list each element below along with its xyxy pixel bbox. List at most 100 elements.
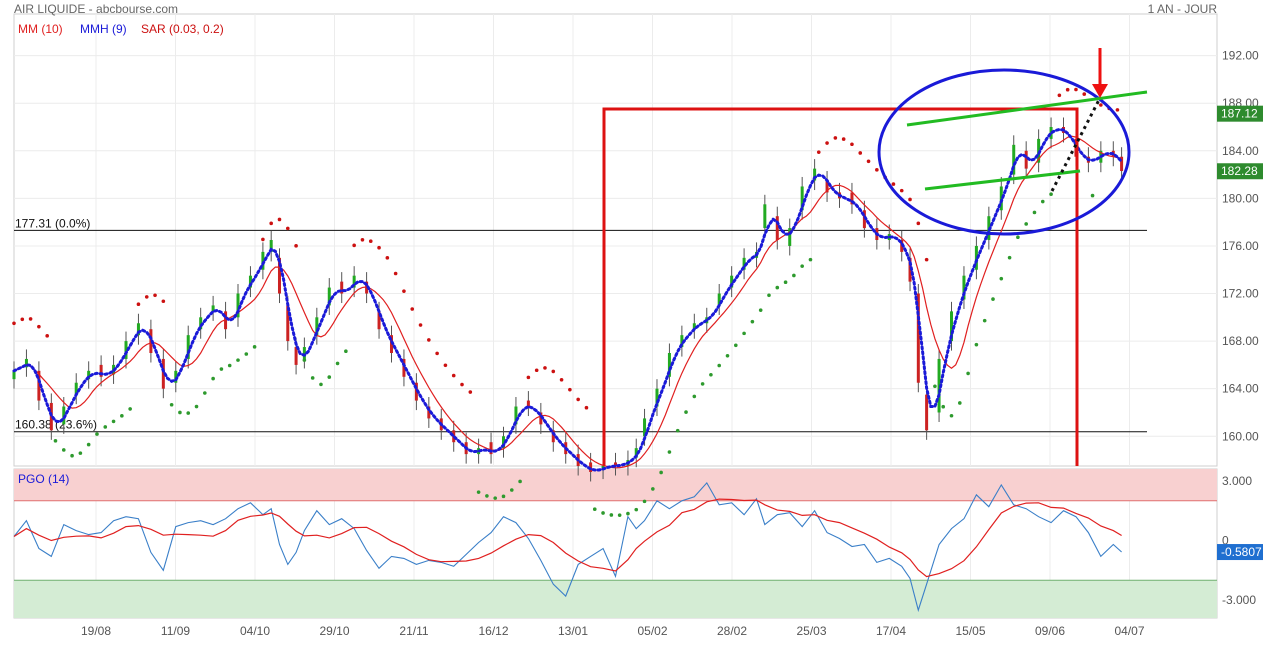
sar-dot <box>368 239 373 243</box>
sar-dot <box>924 257 929 262</box>
y-tick-label: 180.00 <box>1222 191 1259 205</box>
sar-dot <box>916 221 921 226</box>
candle-body <box>248 275 252 288</box>
price-tag-label: 182.28 <box>1221 164 1258 178</box>
sar-dot <box>800 264 804 268</box>
legend-sar: SAR (0.03, 0.2) <box>141 22 224 36</box>
sar-dot <box>377 245 381 250</box>
sar-dot <box>219 367 224 371</box>
sar-dot <box>360 238 365 242</box>
sar-dot <box>1090 193 1095 198</box>
candle-body <box>352 275 356 288</box>
pgo-value-label: -0.5807 <box>1221 545 1262 559</box>
sar-dot <box>61 448 66 452</box>
sar-dot <box>1040 199 1045 204</box>
candle-body <box>427 406 431 419</box>
sar-dot <box>841 137 846 141</box>
candle-body <box>199 317 203 330</box>
sar-dot <box>634 507 639 512</box>
sar-dot <box>1115 108 1120 112</box>
candle-body <box>327 287 331 306</box>
candle-body <box>1012 144 1016 175</box>
sar-dot <box>1065 87 1070 92</box>
candle-body <box>37 370 41 401</box>
candle-body <box>962 275 966 300</box>
candle-body <box>763 204 767 229</box>
sar-dot <box>344 349 348 354</box>
candle-body <box>667 353 671 377</box>
sar-dot <box>53 439 58 443</box>
sar-dot <box>617 513 622 517</box>
sar-dot <box>626 511 630 516</box>
sar-dot <box>1024 222 1028 226</box>
candle-body <box>514 406 518 425</box>
sar-dot <box>169 402 174 407</box>
candle-body <box>269 240 273 252</box>
candle-body <box>614 462 617 466</box>
sar-dot <box>982 318 987 323</box>
x-tick-label: 17/04 <box>876 624 906 638</box>
x-tick-label: 04/10 <box>240 624 270 638</box>
mmh-line <box>12 127 1124 472</box>
candle-body <box>74 382 78 395</box>
x-tick-label: 13/01 <box>558 624 588 638</box>
candle-body <box>643 418 647 437</box>
candle-body <box>775 216 779 240</box>
sar-dot <box>385 256 390 260</box>
sar-dot <box>402 289 406 293</box>
sar-dot <box>1074 87 1078 92</box>
candle-body <box>539 412 543 425</box>
sar-dot <box>659 470 663 475</box>
candle-body <box>377 311 381 330</box>
x-tick-label: 21/11 <box>399 624 428 638</box>
sar-dot <box>252 345 257 349</box>
price-tag <box>1217 163 1263 180</box>
sar-dot <box>443 363 448 368</box>
sar-dot <box>592 507 597 512</box>
candle-body <box>717 293 721 306</box>
sar-dot <box>816 150 821 154</box>
sar-dot <box>709 373 713 377</box>
candle-body <box>825 180 829 193</box>
sar-dot <box>111 419 116 424</box>
candle-body <box>634 448 638 458</box>
pgo-y-tick-label: -3.000 <box>1222 593 1256 607</box>
sar-dot <box>675 428 680 433</box>
candle-body <box>908 257 912 282</box>
candle-body <box>340 281 344 294</box>
sar-dot <box>949 413 954 418</box>
chart-title: AIR LIQUIDE - abcbourse.com <box>14 2 179 16</box>
sar-dot <box>335 361 340 366</box>
y-tick-label: 164.00 <box>1222 382 1259 396</box>
candle-body <box>124 341 128 359</box>
sar-dot <box>227 363 232 368</box>
sar-dot <box>435 351 439 356</box>
candle-body <box>302 347 306 359</box>
candle-body <box>692 323 696 330</box>
sar-dot <box>70 453 74 458</box>
fibonacci-label: 177.31 (0.0%) <box>15 216 90 230</box>
sar-dot <box>750 319 755 324</box>
sar-dot <box>518 479 522 484</box>
candle-body <box>680 335 684 348</box>
sar-dot <box>891 182 896 186</box>
sar-dot <box>534 368 539 373</box>
x-tick-label: 15/05 <box>955 624 985 638</box>
y-tick-label: 176.00 <box>1222 239 1259 253</box>
sar-dot <box>526 375 531 380</box>
sar-dot <box>161 299 166 304</box>
sar-dot <box>144 295 149 299</box>
sar-dot <box>717 363 722 368</box>
y-tick-label: 184.00 <box>1222 144 1259 158</box>
mm-line <box>13 135 1122 469</box>
sar-dot <box>1007 255 1012 260</box>
annotation-ellipse <box>877 68 1131 236</box>
candle-body <box>551 430 555 443</box>
sar-dot <box>427 338 431 342</box>
candle-body <box>12 370 16 380</box>
legend-mmh: MMH (9) <box>80 22 127 36</box>
sar-dot <box>277 217 282 222</box>
sar-dot <box>991 297 995 301</box>
candle-body <box>589 462 593 472</box>
